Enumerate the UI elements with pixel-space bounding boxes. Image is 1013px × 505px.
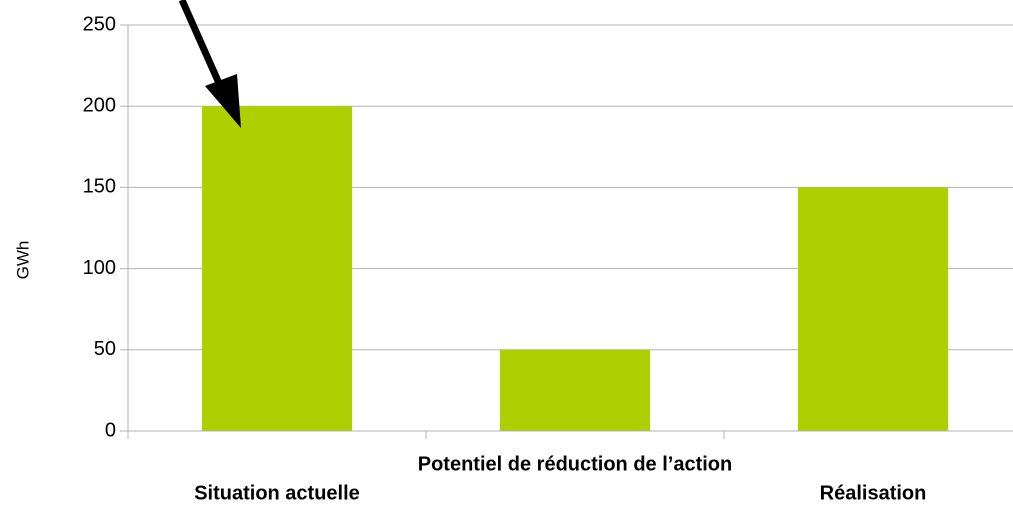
x-tick-label: Potentiel de réduction de l’action (418, 453, 732, 475)
bar (797, 187, 949, 431)
bar (201, 106, 353, 431)
y-axis-label: GWh (13, 241, 32, 280)
y-tick-label: 150 (83, 176, 116, 198)
y-tick-label: 50 (94, 338, 116, 360)
y-tick-label: 200 (83, 94, 116, 116)
annotation-arrow (178, 0, 241, 128)
x-tick-label: Situation actuelle (194, 482, 360, 504)
x-tick-label: Réalisation (820, 482, 927, 504)
bar (499, 349, 651, 431)
y-tick-label: 0 (105, 419, 116, 441)
y-tick-label: 100 (83, 257, 116, 279)
arrow-head (205, 74, 241, 128)
y-tick-label: 250 (83, 13, 116, 35)
arrow-shaft (178, 0, 226, 92)
